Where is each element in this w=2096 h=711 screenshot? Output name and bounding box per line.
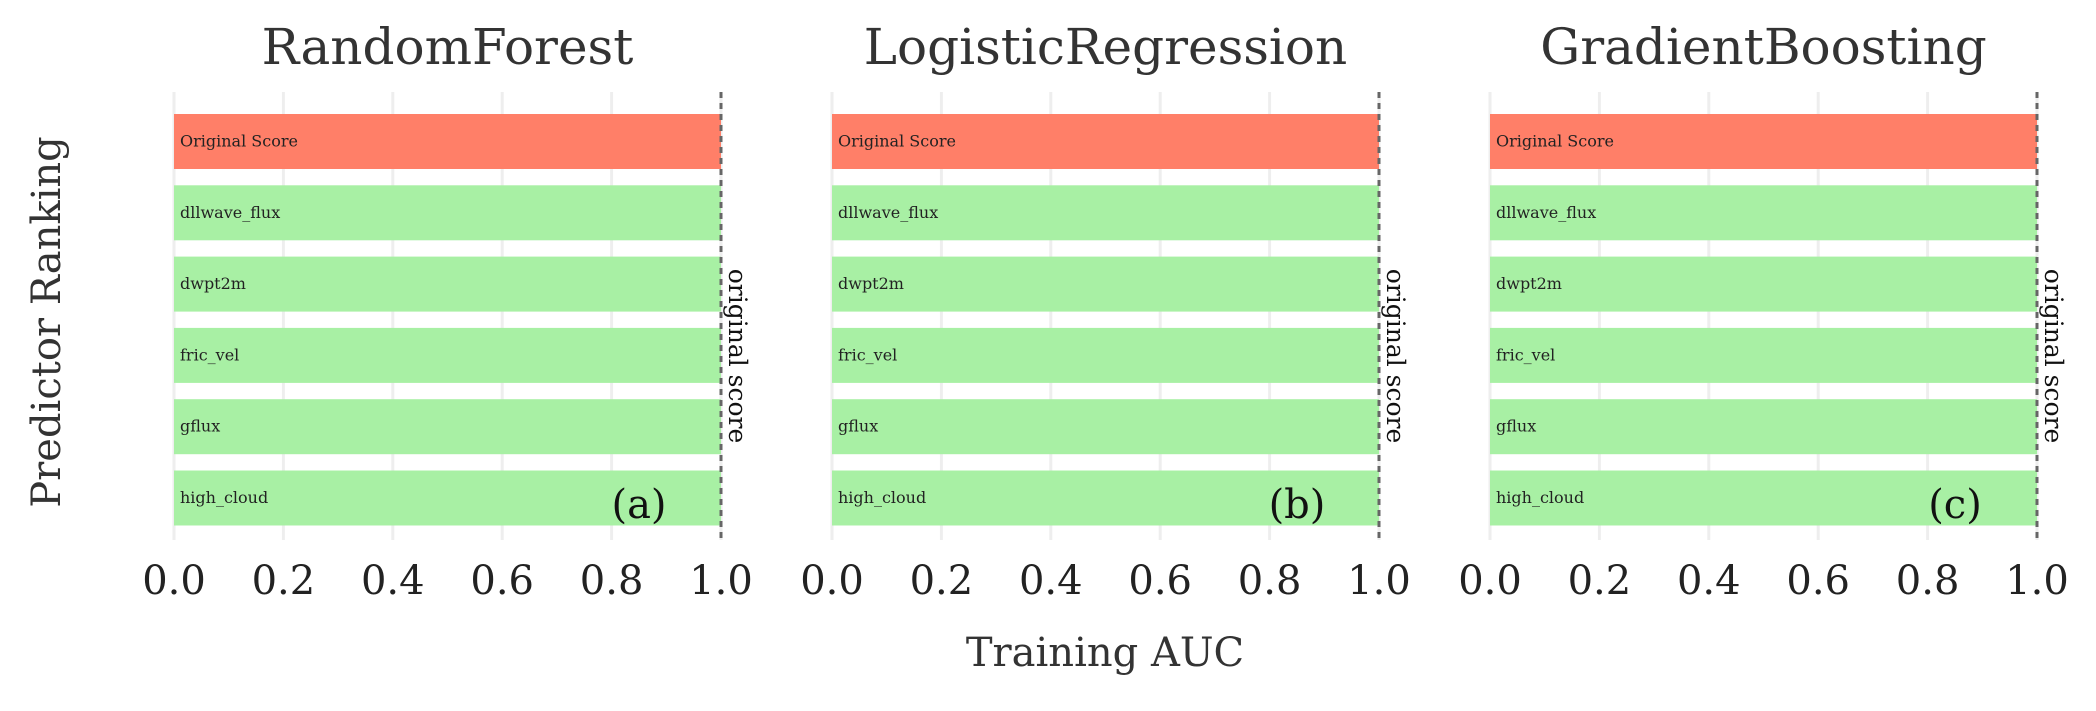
x-tick-label: 0.2: [910, 558, 974, 604]
panel-label: (a): [611, 482, 666, 528]
x-tick-label: 0.8: [1238, 558, 1302, 604]
bar: [832, 114, 1379, 169]
x-tick-label: 0.4: [1677, 558, 1741, 604]
panel-label: (c): [1928, 482, 1982, 528]
bar: [832, 327, 1379, 383]
y-axis-label: Predictor Ranking: [24, 136, 70, 508]
bar-label: dllwave_flux: [1496, 203, 1596, 222]
bar-label: gflux: [180, 417, 220, 436]
x-tick-label: 0.8: [1896, 558, 1960, 604]
bar: [174, 185, 721, 241]
x-tick-label: 0.2: [1568, 558, 1632, 604]
x-tick-label: 0.4: [1019, 558, 1083, 604]
bar-label: fric_vel: [180, 345, 239, 364]
x-tick-label: 1.0: [1347, 558, 1411, 604]
x-tick-label: 0.0: [142, 558, 206, 604]
bar-label: high_cloud: [1496, 488, 1584, 507]
x-tick-label: 0.4: [361, 558, 425, 604]
x-tick-label: 0.6: [470, 558, 534, 604]
x-tick-label: 1.0: [689, 558, 753, 604]
panel-label: (b): [1269, 482, 1326, 528]
x-tick-label: 0.0: [1458, 558, 1522, 604]
bar: [174, 399, 721, 455]
panel-title: RandomForest: [262, 18, 634, 76]
bar: [1490, 399, 2037, 455]
chart-panel: LogisticRegression Original Score dllwave_…: [800, 18, 1411, 604]
bar: [1490, 256, 2037, 312]
chart-panel: GradientBoosting Original Score dllwave_fl…: [1458, 18, 2069, 604]
bar-label: Original Score: [1496, 132, 1614, 151]
x-tick-label: 0.6: [1786, 558, 1850, 604]
bar-label: gflux: [1496, 417, 1536, 436]
bar-label: dwpt2m: [1496, 274, 1562, 293]
bar-label: dwpt2m: [838, 274, 904, 293]
bar: [174, 256, 721, 312]
bar: [832, 185, 1379, 241]
bar: [1490, 327, 2037, 383]
bar: [174, 327, 721, 383]
x-tick-label: 0.2: [252, 558, 316, 604]
x-tick-label: 0.8: [580, 558, 644, 604]
bar: [832, 256, 1379, 312]
bar-label: gflux: [838, 417, 878, 436]
reference-label: original score: [2039, 269, 2068, 444]
bar-label: high_cloud: [180, 488, 268, 507]
bar: [832, 470, 1379, 526]
bar-label: dwpt2m: [180, 274, 246, 293]
bar-label: dllwave_flux: [838, 203, 938, 222]
bar-label: fric_vel: [838, 345, 897, 364]
bar-label: Original Score: [838, 132, 956, 151]
x-axis-label: Training AUC: [966, 630, 1244, 676]
panels: RandomForest Original Score dllwave_fluxdw…: [142, 18, 2069, 604]
bar: [174, 470, 721, 526]
bar: [832, 399, 1379, 455]
bar: [174, 114, 721, 169]
x-tick-label: 1.0: [2005, 558, 2069, 604]
bar-label: fric_vel: [1496, 345, 1555, 364]
bar-label: high_cloud: [838, 488, 926, 507]
bar: [1490, 185, 2037, 241]
bar-label: Original Score: [180, 132, 298, 151]
panel-title: GradientBoosting: [1540, 18, 1986, 76]
bar: [1490, 470, 2037, 526]
x-tick-label: 0.0: [800, 558, 864, 604]
bar-label: dllwave_flux: [180, 203, 280, 222]
reference-label: original score: [723, 269, 752, 444]
reference-label: original score: [1381, 269, 1410, 444]
chart-panel: RandomForest Original Score dllwave_fluxdw…: [142, 18, 753, 604]
x-tick-label: 0.6: [1128, 558, 1192, 604]
bar: [1490, 114, 2037, 169]
panel-title: LogisticRegression: [864, 18, 1347, 76]
